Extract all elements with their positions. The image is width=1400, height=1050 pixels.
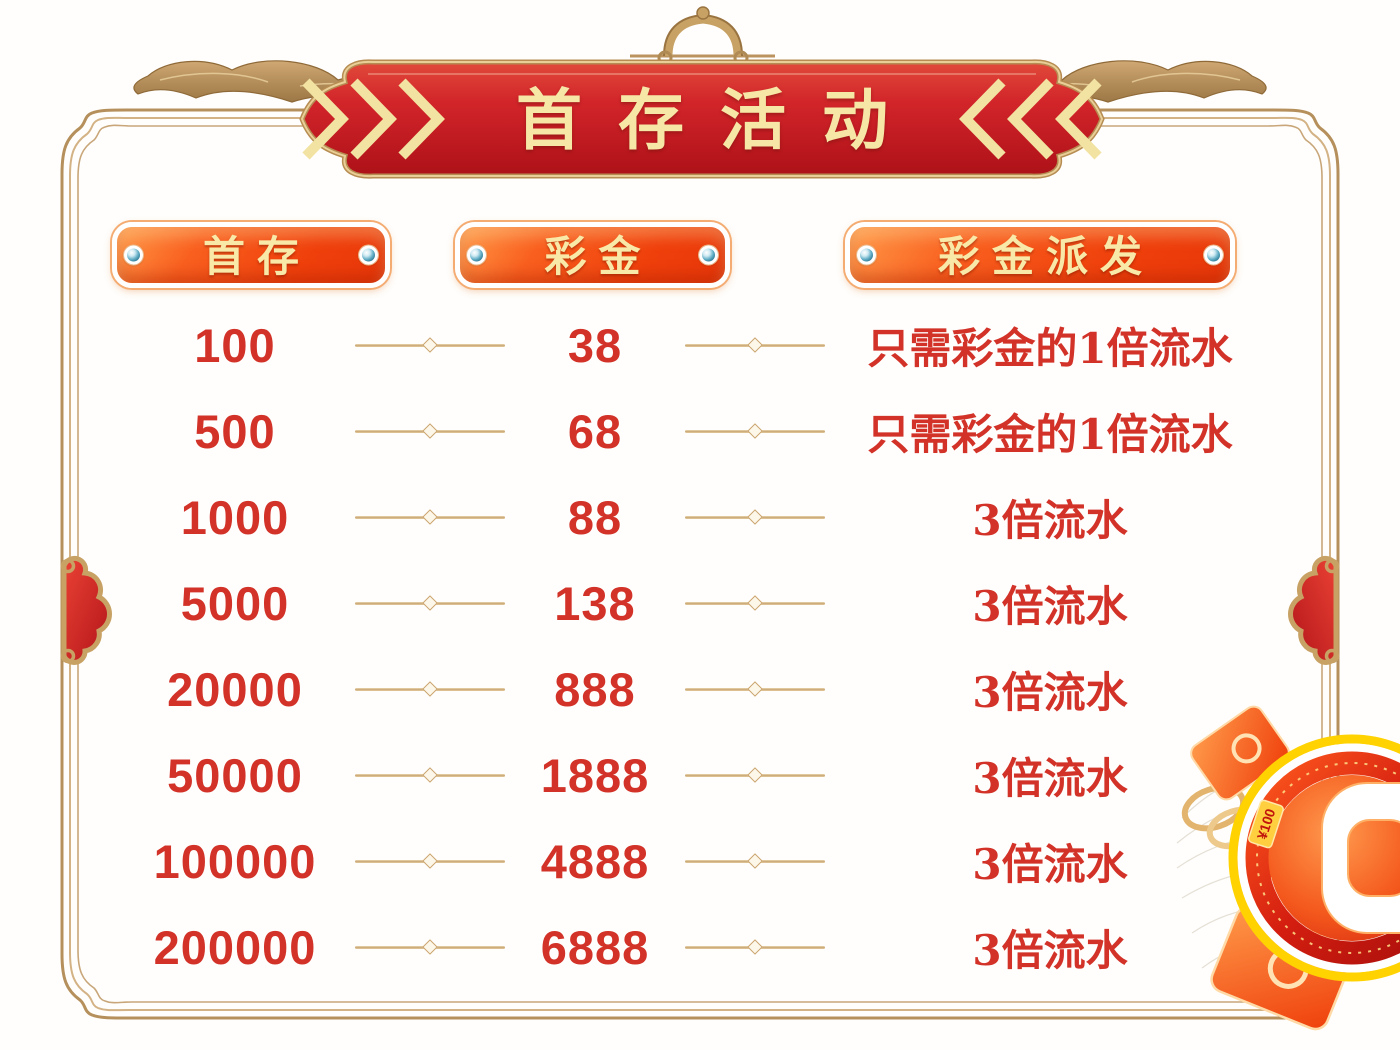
badge-ticket-100: ¥100: [1248, 799, 1284, 849]
bonus-value: 38: [567, 318, 623, 372]
column-header-label: 首存: [202, 231, 311, 281]
column-header-payout: 彩金派发: [845, 222, 1235, 288]
column-header-label: 彩金: [544, 231, 653, 281]
pin-icon: [1204, 245, 1223, 265]
deposit-value: 200000: [153, 920, 317, 974]
deposit-value: 50000: [167, 748, 303, 802]
table-row: 20000 888 3倍流水: [115, 658, 1235, 720]
connector-line: [355, 687, 505, 691]
bonus-value: 1888: [540, 748, 650, 802]
payout-condition: 3倍流水: [972, 925, 1128, 975]
pin-icon: [857, 245, 876, 265]
badge-red-ring: [1245, 751, 1400, 965]
table-row: 200000 6888 3倍流水: [115, 916, 1235, 978]
bonus-value: 888: [554, 662, 636, 716]
connector-line: [685, 343, 825, 347]
pin-icon: [467, 245, 486, 265]
connector-line: [685, 859, 825, 863]
table-row: 100 38 只需彩金的1倍流水: [115, 314, 1235, 376]
page-title: 首存活动: [516, 81, 924, 159]
table-row: 1000 88 3倍流水: [115, 486, 1235, 548]
table-row: 100000 4888 3倍流水: [115, 830, 1235, 892]
ruyi-cloud-left-icon: [60, 555, 113, 665]
deposit-value: 20000: [167, 662, 303, 716]
title-banner: 首存活动: [298, 50, 1106, 188]
deposit-table: 100 38 只需彩金的1倍流水 500 68 只需彩金的1倍流水 1000 8…: [115, 314, 1235, 1002]
gold-coin-icon: [1228, 827, 1286, 885]
payout-condition: 3倍流水: [972, 667, 1128, 717]
payout-condition: 3倍流水: [972, 839, 1128, 889]
connector-line: [685, 429, 825, 433]
badge-inner-disc: [1269, 775, 1400, 941]
connector-line: [355, 945, 505, 949]
connector-line: [685, 945, 825, 949]
badge-ticket-100-label: ¥100: [1254, 807, 1279, 842]
connector-line: [685, 773, 825, 777]
connector-line: [355, 343, 505, 347]
badge-white-ring: [1237, 743, 1400, 973]
pin-icon: [359, 245, 378, 265]
bonus-value: 6888: [540, 920, 650, 974]
connector-line: [355, 601, 505, 605]
deposit-value: 500: [194, 404, 276, 458]
payout-condition: 只需彩金的1倍流水: [867, 323, 1233, 373]
bonus-value: 4888: [540, 834, 650, 888]
table-row: 500 68 只需彩金的1倍流水: [115, 400, 1235, 462]
pin-icon: [699, 245, 718, 265]
bonus-value: 68: [567, 404, 623, 458]
payout-condition: 3倍流水: [972, 581, 1128, 631]
connector-line: [355, 515, 505, 519]
badge-zero-shape: [1321, 782, 1400, 934]
bonus-value: 138: [554, 576, 636, 630]
payout-condition: 只需彩金的1倍流水: [867, 409, 1233, 459]
badge-outer-ring: [1228, 734, 1400, 982]
column-header-deposit: 首存: [112, 222, 390, 288]
connector-line: [355, 429, 505, 433]
payout-condition: 3倍流水: [972, 753, 1128, 803]
triple-chevron-right-icon: [302, 78, 445, 160]
triple-chevron-left-icon: [959, 78, 1102, 160]
column-header-bonus: 彩金: [455, 222, 730, 288]
bonus-value: 88: [567, 490, 623, 544]
connector-line: [685, 687, 825, 691]
payout-condition: 3倍流水: [972, 495, 1128, 545]
pin-icon: [124, 245, 143, 265]
title-banner-plate: [299, 59, 1105, 179]
deposit-value: 100: [194, 318, 276, 372]
table-row: 5000 138 3倍流水: [115, 572, 1235, 634]
coin-glare: [1240, 836, 1267, 848]
table-row: 50000 1888 3倍流水: [115, 744, 1235, 806]
connector-line: [685, 601, 825, 605]
badge-dash-ring: [1256, 762, 1400, 954]
deposit-value: 1000: [180, 490, 290, 544]
connector-line: [685, 515, 825, 519]
ruyi-cloud-right-icon: [1287, 555, 1340, 665]
deposit-value: 5000: [180, 576, 290, 630]
connector-line: [355, 859, 505, 863]
deposit-value: 100000: [153, 834, 317, 888]
connector-line: [355, 773, 505, 777]
column-header-label: 彩金派发: [937, 231, 1154, 281]
